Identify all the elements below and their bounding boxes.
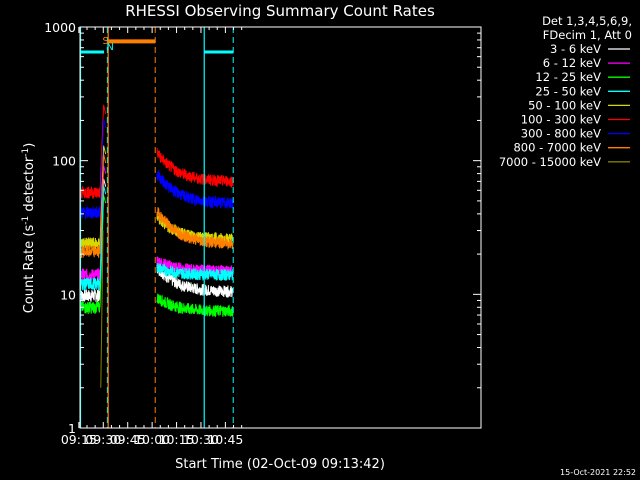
x-tick-label: 10:15 bbox=[159, 432, 195, 447]
legend-label: 12 - 25 keV bbox=[535, 70, 601, 84]
legend: Det 1,3,4,5,6,9, FDecim 1, Att 0 3 - 6 k… bbox=[499, 14, 632, 169]
y-tick-label: 10 bbox=[60, 287, 76, 302]
legend-label: 6 - 12 keV bbox=[543, 56, 601, 70]
series-line-7 bbox=[79, 154, 234, 259]
y-tick-label: 1 bbox=[68, 421, 76, 436]
x-tick-label: 09:15 bbox=[61, 432, 97, 447]
plot-frame bbox=[79, 26, 482, 429]
y-tick-label: 100 bbox=[52, 154, 76, 169]
y-axis-label-sup2: -1 bbox=[21, 148, 31, 157]
x-tick-label: 09:30 bbox=[85, 432, 121, 447]
y-axis-label-sup1: -1 bbox=[21, 216, 31, 225]
legend-label: 3 - 6 keV bbox=[550, 42, 601, 56]
night-flag-label: N bbox=[106, 42, 113, 53]
y-axis-label-mid: detector bbox=[22, 156, 37, 216]
legend-label: 50 - 100 keV bbox=[528, 98, 601, 112]
render-timestamp: 15-Oct-2021 22:52 bbox=[560, 468, 636, 477]
x-tick-label: 10:30 bbox=[183, 432, 219, 447]
legend-label: 7000 - 15000 keV bbox=[499, 155, 601, 169]
legend-label: 300 - 800 keV bbox=[521, 127, 601, 141]
series-line-3 bbox=[79, 185, 234, 292]
legend-header-line-2: FDecim 1, Att 0 bbox=[543, 28, 632, 42]
y-axis-label-end: ) bbox=[22, 143, 37, 148]
saa-flag-label: S bbox=[102, 36, 108, 47]
flag-layer: SN bbox=[79, 27, 234, 428]
y-ticks: 1 10 100 1000 bbox=[44, 20, 481, 436]
series-line-8 bbox=[100, 230, 104, 388]
y-tick-label: 1000 bbox=[44, 20, 76, 35]
legend-label: 25 - 50 keV bbox=[535, 84, 601, 98]
x-axis-label: Start Time (02-Oct-09 09:13:42) bbox=[175, 457, 385, 472]
series-line-2 bbox=[79, 195, 234, 318]
series-line-6 bbox=[79, 118, 234, 219]
data-layer bbox=[79, 104, 234, 388]
x-tick-label: 10:00 bbox=[134, 432, 170, 447]
y-axis-label-main: Count Rate (s bbox=[22, 225, 37, 314]
y-axis-label: Count Rate (s-1 detector-1) bbox=[21, 143, 37, 314]
series-line-5 bbox=[79, 104, 234, 199]
x-tick-label: 09:45 bbox=[110, 432, 146, 447]
x-tick-label: 10:45 bbox=[207, 432, 243, 447]
legend-label: 100 - 300 keV bbox=[521, 113, 601, 127]
legend-label: 800 - 7000 keV bbox=[513, 141, 601, 155]
chart-title: RHESSI Observing Summary Count Rates bbox=[125, 2, 435, 20]
legend-header-line-1: Det 1,3,4,5,6,9, bbox=[542, 14, 632, 28]
